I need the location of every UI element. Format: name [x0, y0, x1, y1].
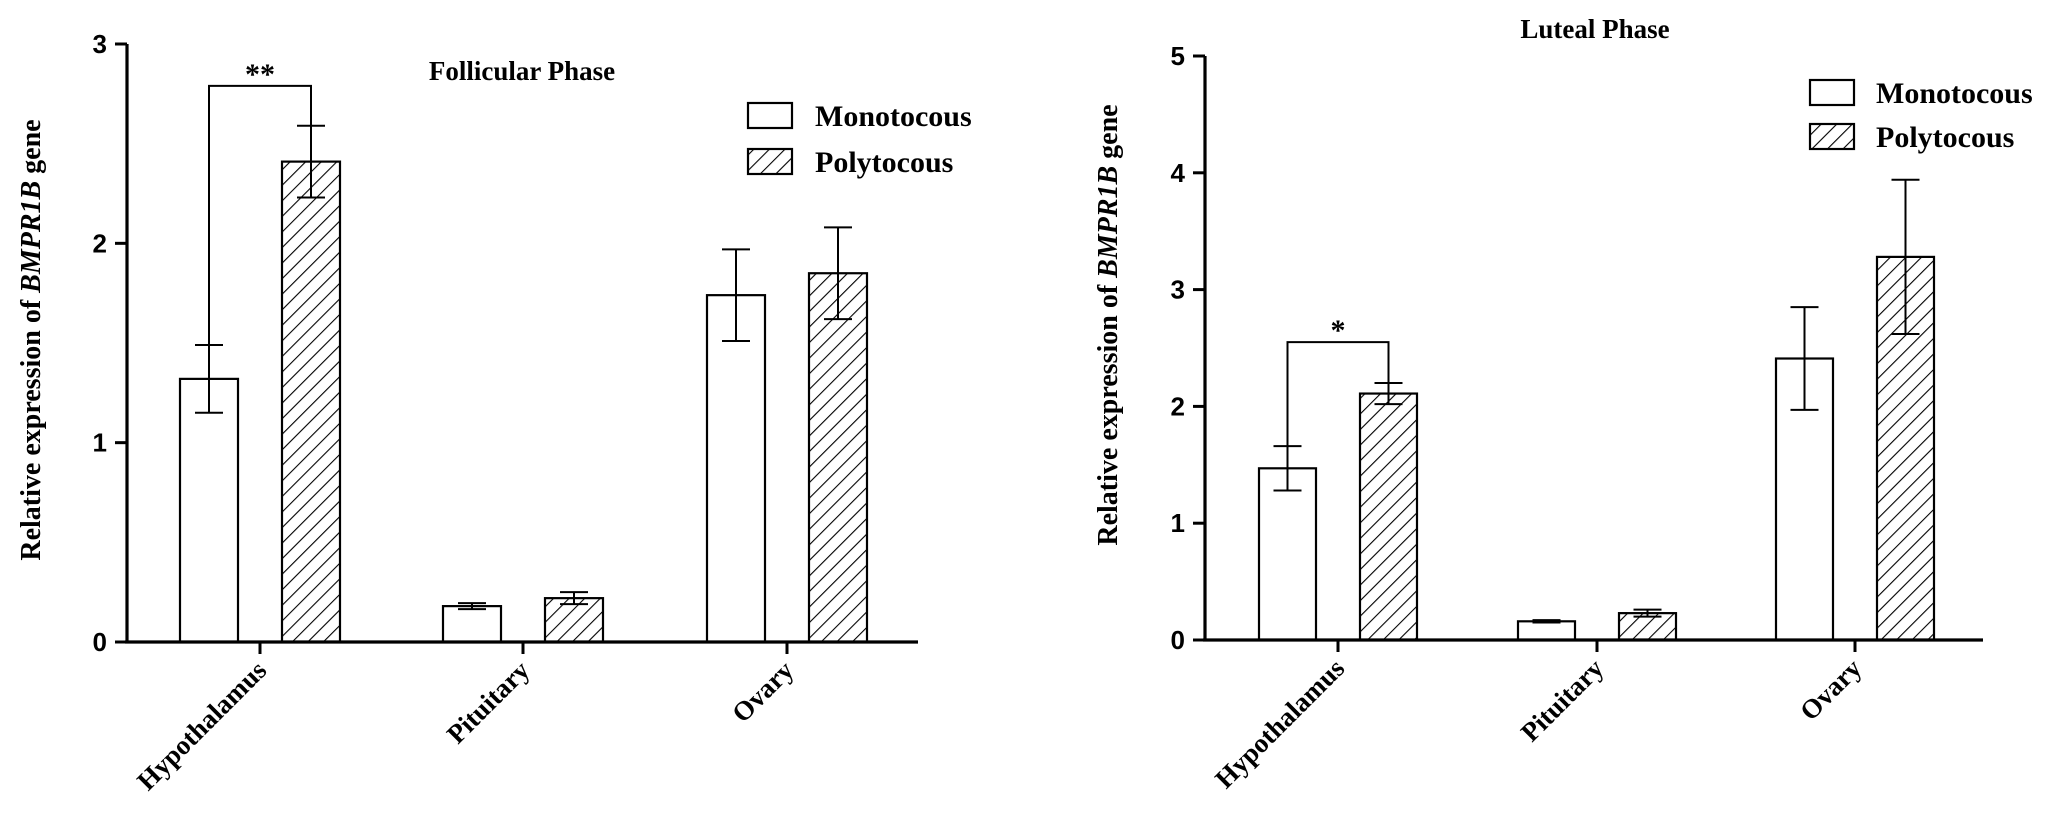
y-tick-label: 3 — [1171, 275, 1185, 305]
legend-swatch-open — [746, 101, 794, 130]
x-tick-label: Pituitary — [1515, 653, 1610, 748]
error-bar — [458, 602, 486, 611]
y-tick-label: 5 — [1171, 41, 1185, 71]
legend: Monotocous Polytocous — [1808, 77, 2033, 154]
bar — [280, 160, 342, 644]
bar — [1358, 392, 1419, 642]
legend-item-monotocous: Monotocous — [746, 100, 972, 133]
y-ticks-group: 0 1 2 3 4 5 — [1171, 41, 1205, 655]
y-axis-label: Relative expression of BMPR1B gene — [1093, 104, 1124, 545]
significance-bracket — [1286, 341, 1390, 447]
follicular-phase-chart: Follicular Phase Relative expression of … — [16, 29, 972, 796]
significance-bracket — [208, 84, 312, 345]
x-tick-label: Hypothalamus — [131, 655, 272, 796]
bars-group: ** — [178, 58, 869, 644]
bar — [807, 272, 869, 644]
chart-title: Luteal Phase — [1520, 14, 1669, 44]
bar — [1516, 620, 1577, 642]
legend-label: Polytocous — [815, 146, 953, 179]
x-ticks-group: Hypothalamus Pituitary Ovary — [131, 642, 800, 796]
significance-label: ** — [245, 58, 275, 91]
error-bar — [1633, 608, 1662, 618]
legend: Monotocous Polytocous — [746, 100, 972, 179]
error-bar — [1790, 306, 1819, 411]
x-tick-label: Ovary — [1794, 653, 1868, 727]
y-tick-label: 2 — [1171, 391, 1185, 421]
y-tick-label: 2 — [93, 228, 107, 258]
y-tick-label: 3 — [93, 29, 107, 59]
bar — [543, 597, 605, 644]
bar — [705, 294, 767, 644]
x-ticks-group: Hypothalamus Pituitary Ovary — [1209, 640, 1868, 794]
error-bar — [560, 591, 588, 606]
bar — [441, 605, 503, 644]
y-tick-label: 1 — [93, 428, 107, 458]
luteal-phase-chart: Luteal Phase Relative expression of BMPR… — [1093, 14, 2033, 794]
y-tick-label: 0 — [93, 627, 107, 657]
error-bar — [722, 248, 750, 343]
legend-label: Monotocous — [1876, 77, 2033, 110]
y-tick-label: 0 — [1171, 625, 1185, 655]
error-bar — [1891, 178, 1920, 335]
chart-title: Follicular Phase — [429, 56, 615, 86]
bars-group: * — [1257, 178, 1936, 642]
x-tick-label: Pituitary — [441, 655, 536, 750]
x-tick-label: Ovary — [726, 655, 800, 729]
legend-item-polytocous: Polytocous — [746, 146, 953, 179]
bar — [178, 377, 240, 644]
y-ticks-group: 0 1 2 3 — [93, 29, 127, 657]
significance-label: * — [1331, 314, 1346, 347]
legend-swatch-open — [1808, 78, 1856, 107]
legend-swatch-hatched — [1808, 122, 1856, 151]
y-axis-label: Relative expression of BMPR1B gene — [16, 119, 47, 560]
legend-label: Polytocous — [1876, 121, 2014, 154]
legend-item-polytocous: Polytocous — [1808, 121, 2014, 154]
y-tick-label: 4 — [1171, 158, 1186, 188]
legend-item-monotocous: Monotocous — [1808, 77, 2033, 110]
bar — [1257, 467, 1318, 642]
legend-swatch-hatched — [746, 147, 794, 176]
legend-label: Monotocous — [815, 100, 972, 133]
error-bar — [1532, 619, 1561, 624]
error-bar — [824, 226, 852, 321]
y-tick-label: 1 — [1171, 508, 1185, 538]
x-tick-label: Hypothalamus — [1209, 653, 1350, 794]
